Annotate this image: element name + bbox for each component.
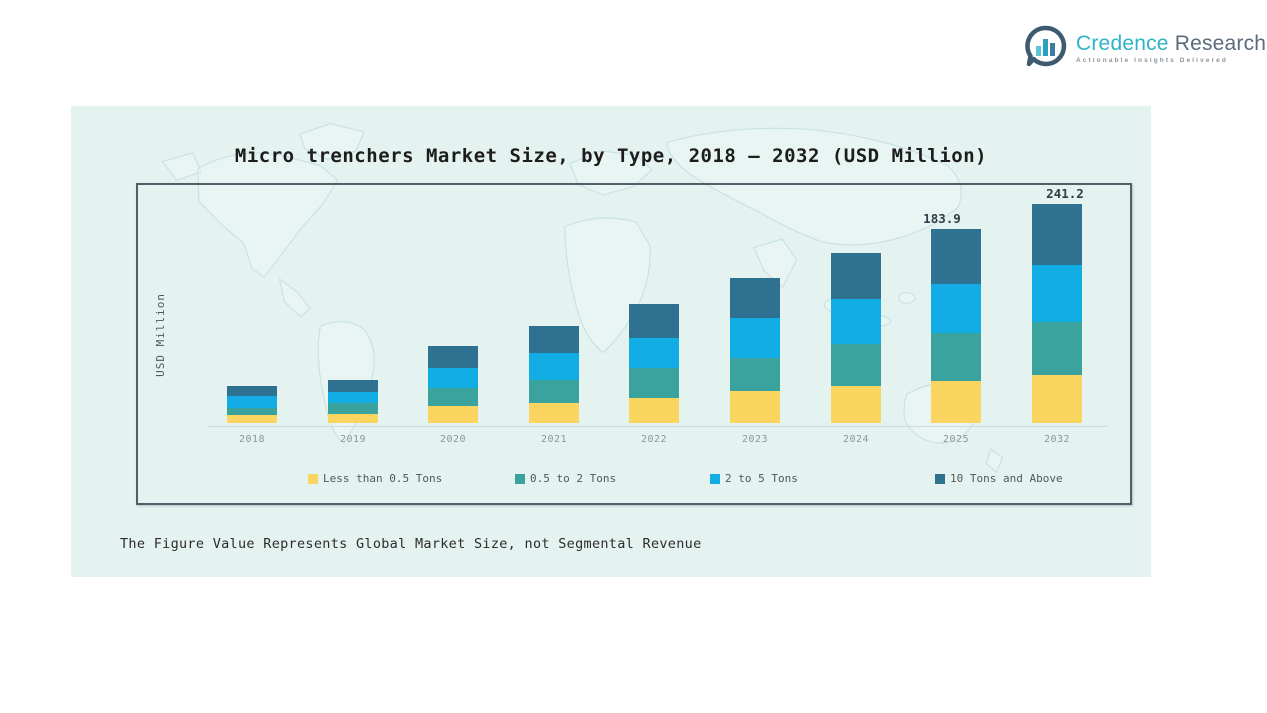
legend-swatch-icon (710, 473, 720, 484)
logo-tagline: Actionable Insights Delivered (1076, 57, 1228, 64)
legend-label: 2 to 5 Tons (725, 472, 798, 485)
bar-segment-2021-2[interactable] (529, 380, 579, 403)
bar-segment-2023-2[interactable] (730, 358, 780, 391)
bar-segment-2021-1[interactable] (529, 403, 579, 423)
bar-segment-2019-1[interactable] (328, 414, 378, 423)
chart-title: Micro trenchers Market Size, by Type, 20… (234, 145, 988, 167)
bar-segment-2019-3[interactable] (328, 392, 378, 403)
bar-2021[interactable] (529, 326, 579, 423)
legend-item-4[interactable]: 10 Tons and Above (935, 472, 1063, 485)
bar-segment-2019-2[interactable] (328, 403, 378, 414)
bar-segment-2021-4[interactable] (529, 326, 579, 353)
x-tick-2021: 2021 (540, 434, 568, 445)
x-tick-2023: 2023 (741, 434, 769, 445)
bar-segment-2024-3[interactable] (831, 299, 881, 344)
bar-segment-2032-4[interactable] (1032, 204, 1082, 265)
bar-segment-2020-4[interactable] (428, 346, 478, 368)
bar-2023[interactable] (730, 278, 780, 423)
bar-2025[interactable] (931, 229, 981, 423)
footer-note: The Figure Value Represents Global Marke… (120, 536, 702, 552)
bar-segment-2022-4[interactable] (629, 304, 679, 338)
bar-segment-2018-2[interactable] (227, 408, 277, 415)
x-axis-line (207, 426, 1107, 427)
bar-segment-2025-1[interactable] (931, 381, 981, 423)
bar-value-label-2025: 183.9 (923, 211, 961, 226)
legend-swatch-icon (515, 473, 525, 484)
bar-segment-2022-2[interactable] (629, 368, 679, 398)
bar-2020[interactable] (428, 346, 478, 423)
bar-segment-2020-2[interactable] (428, 388, 478, 406)
bar-segment-2024-4[interactable] (831, 253, 881, 299)
bar-segment-2032-2[interactable] (1032, 322, 1082, 375)
legend-label: 10 Tons and Above (950, 472, 1063, 485)
logo-word-credence: Credence (1076, 32, 1169, 55)
chart-plot-box: USD Million 2018 2019 2020 2021 2022 2023 2024… (136, 183, 1132, 505)
x-tick-2025: 2025 (942, 434, 970, 445)
bar-segment-2023-1[interactable] (730, 391, 780, 423)
bar-segment-2023-3[interactable] (730, 318, 780, 358)
bar-2032[interactable] (1032, 204, 1082, 423)
bar-2024[interactable] (831, 253, 881, 423)
bar-2019[interactable] (328, 380, 378, 423)
bar-segment-2018-1[interactable] (227, 415, 277, 423)
legend-item-3[interactable]: 2 to 5 Tons (710, 472, 798, 485)
bar-2022[interactable] (629, 304, 679, 423)
bar-segment-2024-1[interactable] (831, 386, 881, 423)
legend-swatch-icon (935, 473, 945, 484)
x-tick-2020: 2020 (439, 434, 467, 445)
logo-word-research: Research (1174, 32, 1267, 55)
bar-value-label-2032: 241.2 (1046, 186, 1084, 201)
bar-segment-2025-2[interactable] (931, 333, 981, 381)
bar-segment-2032-3[interactable] (1032, 265, 1082, 322)
credence-research-logo: Credence Research Actionable Insights De… (1024, 24, 1266, 73)
legend-swatch-icon (308, 473, 318, 484)
legend-item-1[interactable]: Less than 0.5 Tons (308, 472, 442, 485)
bar-segment-2023-4[interactable] (730, 278, 780, 318)
bar-segment-2032-1[interactable] (1032, 375, 1082, 423)
chart-panel: Micro trenchers Market Size, by Type, 20… (71, 106, 1151, 577)
bar-segment-2020-1[interactable] (428, 406, 478, 423)
bar-segment-2018-3[interactable] (227, 396, 277, 408)
legend-label: 0.5 to 2 Tons (530, 472, 617, 485)
bar-segment-2025-3[interactable] (931, 284, 981, 333)
bar-segment-2021-3[interactable] (529, 353, 579, 380)
logo-wordmark: Credence Research (1076, 32, 1266, 56)
legend-label: Less than 0.5 Tons (323, 472, 443, 485)
x-tick-2022: 2022 (640, 434, 668, 445)
bar-segment-2018-4[interactable] (227, 386, 277, 396)
x-tick-2024: 2024 (842, 434, 870, 445)
bar-segment-2022-1[interactable] (629, 398, 679, 423)
logo-bar-chart-icon (1024, 24, 1068, 73)
bar-segment-2019-4[interactable] (328, 380, 378, 392)
legend-item-2[interactable]: 0.5 to 2 Tons (515, 472, 616, 485)
x-tick-2032: 2032 (1043, 434, 1071, 445)
bar-2018[interactable] (227, 386, 277, 423)
x-tick-2019: 2019 (339, 434, 367, 445)
bar-segment-2025-4[interactable] (931, 229, 981, 284)
bar-segment-2024-2[interactable] (831, 344, 881, 386)
bar-segment-2022-3[interactable] (629, 338, 679, 368)
x-tick-2018: 2018 (238, 434, 266, 445)
plot-area (138, 185, 1130, 503)
bar-segment-2020-3[interactable] (428, 368, 478, 388)
